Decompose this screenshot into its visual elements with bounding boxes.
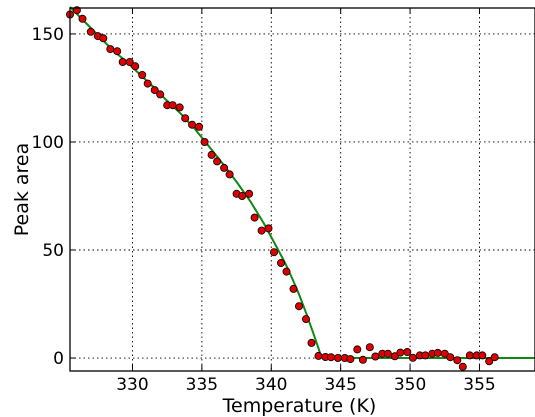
data-point bbox=[490, 353, 499, 362]
y-tick-label: 0 bbox=[53, 349, 64, 369]
data-point bbox=[403, 347, 412, 356]
data-point bbox=[365, 343, 374, 352]
data-point bbox=[433, 348, 442, 357]
data-point bbox=[453, 356, 462, 365]
data-point bbox=[346, 355, 355, 364]
x-tick-label: 350 bbox=[394, 375, 426, 395]
data-point bbox=[213, 157, 222, 166]
data-point bbox=[264, 224, 273, 233]
data-point bbox=[156, 90, 165, 99]
data-point bbox=[421, 351, 430, 360]
data-point bbox=[353, 345, 362, 354]
data-point bbox=[195, 122, 204, 131]
data-point bbox=[333, 353, 342, 362]
y-axis-title: Peak area bbox=[11, 143, 33, 237]
data-point bbox=[358, 355, 367, 364]
data-point bbox=[326, 353, 335, 362]
y-tick-label: 100 bbox=[32, 133, 64, 153]
data-point bbox=[282, 267, 291, 276]
data-point bbox=[465, 351, 474, 360]
y-tick-label: 150 bbox=[32, 25, 64, 45]
data-point bbox=[301, 315, 310, 324]
data-point bbox=[390, 352, 399, 361]
data-point bbox=[314, 351, 323, 360]
data-point bbox=[294, 302, 303, 311]
data-point bbox=[106, 45, 115, 54]
data-point bbox=[86, 27, 95, 36]
data-point bbox=[276, 258, 285, 267]
data-point bbox=[269, 248, 278, 257]
data-point bbox=[257, 226, 266, 235]
x-tick-label: 340 bbox=[255, 375, 287, 395]
data-point bbox=[408, 353, 417, 362]
data-point bbox=[207, 150, 216, 159]
data-point bbox=[383, 349, 392, 358]
data-point bbox=[118, 58, 127, 67]
x-tick-label: 335 bbox=[186, 375, 218, 395]
data-point bbox=[220, 163, 229, 172]
y-tick-label: 50 bbox=[42, 241, 64, 261]
data-point bbox=[150, 86, 159, 95]
data-point bbox=[289, 284, 298, 293]
data-point bbox=[307, 338, 316, 347]
points-layer bbox=[66, 6, 499, 371]
data-point bbox=[238, 191, 247, 200]
data-point bbox=[138, 71, 147, 80]
plot-frame bbox=[69, 7, 535, 372]
data-point bbox=[245, 189, 254, 198]
data-point bbox=[188, 120, 197, 129]
data-point bbox=[143, 79, 152, 88]
x-tick-label: 355 bbox=[463, 375, 495, 395]
data-point bbox=[446, 353, 455, 362]
data-point bbox=[175, 103, 184, 112]
data-point bbox=[485, 357, 494, 366]
data-point bbox=[478, 351, 487, 360]
data-point bbox=[396, 348, 405, 357]
data-point bbox=[78, 14, 87, 23]
data-point bbox=[99, 34, 108, 43]
data-point bbox=[125, 58, 134, 67]
data-point bbox=[458, 362, 467, 371]
data-point bbox=[113, 47, 122, 56]
tick-layer: 330 335 340 345 350 355 0 50 100 150 bbox=[32, 8, 496, 395]
data-point bbox=[168, 101, 177, 110]
x-axis-title: Temperature (K) bbox=[222, 395, 377, 417]
x-tick-label: 345 bbox=[324, 375, 356, 395]
data-point bbox=[225, 170, 234, 179]
data-point bbox=[371, 352, 380, 361]
data-point bbox=[250, 213, 259, 222]
data-point bbox=[181, 114, 190, 123]
x-tick-label: 330 bbox=[116, 375, 148, 395]
data-point bbox=[200, 137, 209, 146]
data-point bbox=[131, 62, 140, 71]
